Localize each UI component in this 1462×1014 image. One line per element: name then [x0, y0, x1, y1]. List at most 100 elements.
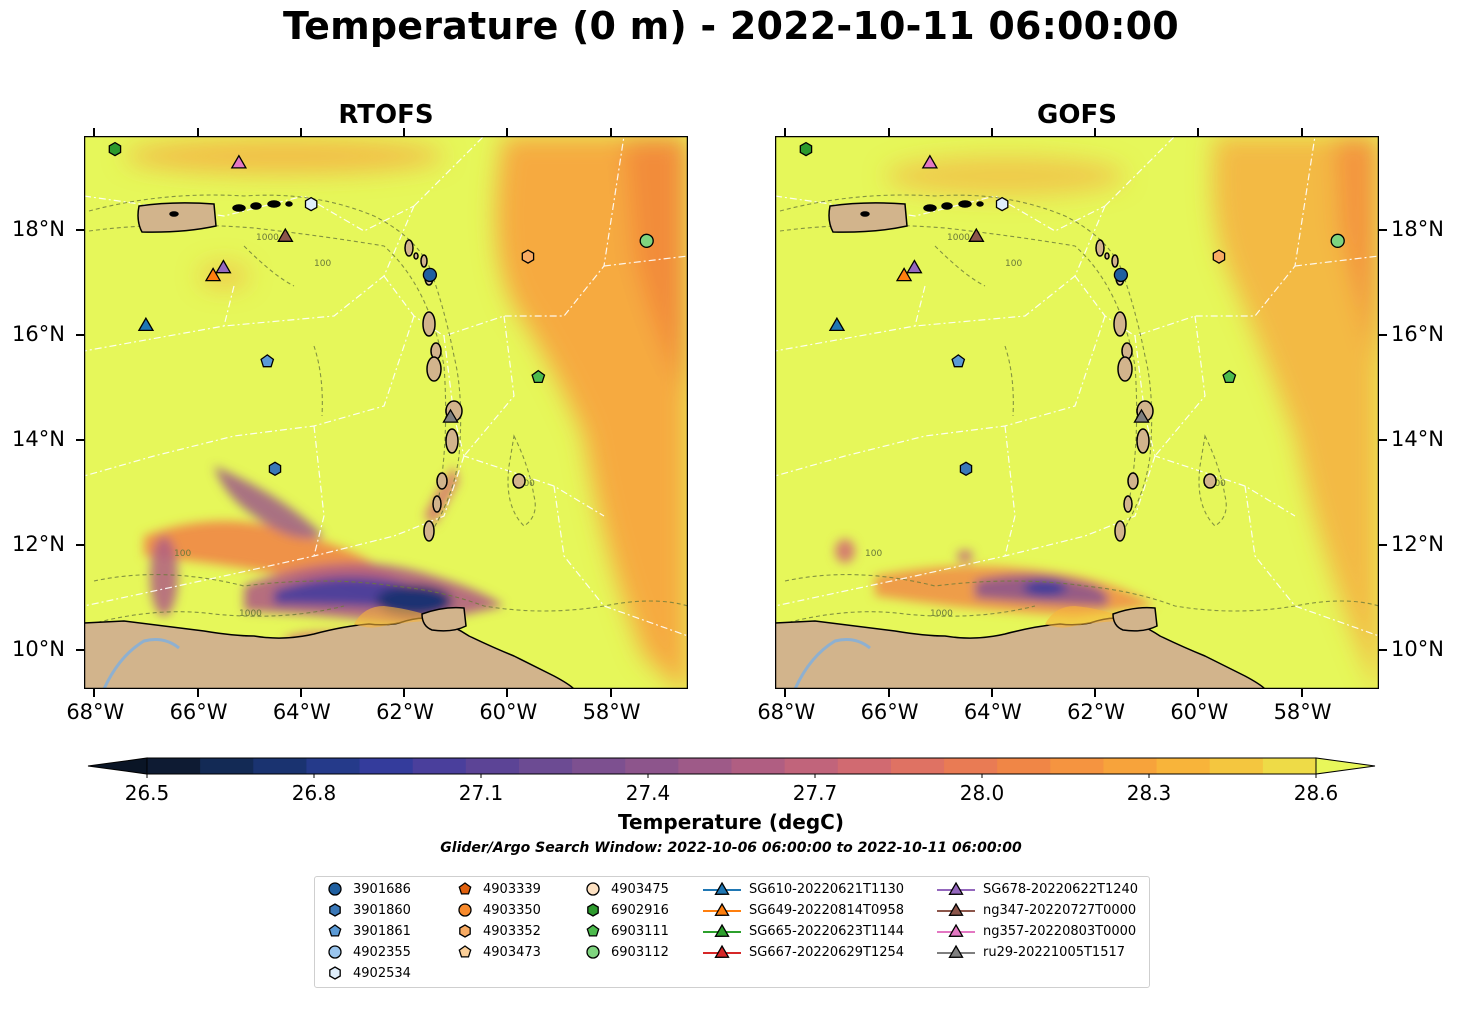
panel-title-rtofs: RTOFS: [338, 100, 434, 130]
legend-label: SG665-20220623T1144: [749, 923, 905, 939]
platform-marker-4902534: [995, 196, 1009, 212]
legend-marker: [329, 903, 341, 917]
x-tick-label: 62°W: [1067, 700, 1126, 724]
contour-label: 100: [1005, 259, 1022, 269]
eez-boundaries: [84, 136, 688, 637]
x-tick-mark: [93, 689, 96, 697]
legend-label: 4903473: [483, 944, 541, 960]
y-tick-label: 10°N: [1391, 636, 1444, 661]
legend-marker: [458, 882, 472, 895]
legend-marker: [458, 945, 472, 958]
colorbar-tick-label: 27.7: [793, 781, 838, 802]
warm-water-region: [124, 136, 688, 689]
legend-marker-shape: [948, 881, 964, 895]
legend-label: 4903350: [483, 902, 541, 918]
contour-label: 100: [314, 259, 331, 269]
legend-item: ng357-20220803T0000: [937, 923, 1136, 939]
legend-marker-shape: [714, 923, 730, 937]
x-tick-mark: [1094, 689, 1097, 697]
platform-marker-3901860: [959, 461, 973, 477]
map-canvas: 100010001000100100: [84, 136, 688, 689]
platform-marker-4903352: [1212, 249, 1226, 264]
legend-marker: [703, 902, 741, 916]
legend-label: 3901686: [353, 881, 411, 897]
platform-marker-6902916: [799, 141, 813, 157]
y-tick-mark: [76, 334, 84, 337]
contour-label: 1000: [256, 233, 279, 243]
x-tick-label: 60°W: [1170, 700, 1229, 724]
contour-label: 100: [174, 549, 191, 559]
x-tick-label: 66°W: [169, 700, 228, 724]
x-tick-mark: [784, 128, 787, 136]
x-tick-mark: [609, 128, 612, 136]
eez-boundaries: [775, 136, 1379, 637]
legend-item: ru29-20221005T1517: [937, 944, 1125, 960]
platform-marker-3901861: [260, 354, 275, 368]
platform-marker-4903352: [521, 249, 535, 264]
legend-label: 4902534: [353, 965, 411, 981]
y-tick-label: 16°N: [1391, 322, 1444, 347]
legend-marker: [459, 924, 471, 938]
legend-item: SG667-20220629T1254: [703, 944, 904, 960]
legend-label: SG649-20220814T0958: [749, 902, 905, 918]
colorbar-swatch: [944, 758, 998, 774]
legend-item: SG678-20220622T1240: [937, 881, 1138, 897]
colorbar-tick-label: 26.5: [125, 781, 170, 802]
y-tick-mark: [1379, 543, 1387, 546]
x-tick-mark: [1300, 128, 1303, 136]
x-tick-mark: [609, 689, 612, 697]
legend-marker-shape: [586, 945, 600, 959]
map-gofs: 100010001000100100: [775, 136, 1379, 689]
legend-marker: [329, 966, 341, 980]
x-tick-mark: [1197, 689, 1200, 697]
legend-item: 4902355: [325, 944, 411, 960]
legend-item: 3901861: [325, 923, 411, 939]
y-tick-label: 18°N: [1391, 217, 1444, 242]
map-canvas: 100010001000100100: [775, 136, 1379, 689]
x-tick-label: 58°W: [1273, 700, 1332, 724]
x-tick-mark: [506, 689, 509, 697]
y-tick-mark: [76, 543, 84, 546]
search-window-label: Glider/Argo Search Window: 2022-10-06 06…: [440, 840, 1022, 856]
legend-marker: [703, 923, 741, 937]
colorbar-swatch: [1156, 758, 1211, 774]
legend-label: ng347-20220727T0000: [983, 902, 1137, 918]
legend-marker-shape: [328, 882, 342, 896]
legend-marker: [703, 944, 741, 958]
legend-marker: [586, 924, 600, 937]
legend-marker-shape: [714, 881, 730, 895]
legend-item: 4903352: [455, 923, 541, 939]
platform-marker-3901686: [1113, 267, 1129, 283]
legend-marker: [703, 881, 741, 895]
x-tick-label: 68°W: [757, 700, 816, 724]
legend-item: SG649-20220814T0958: [703, 902, 904, 918]
legend-marker-shape: [586, 924, 600, 937]
y-tick-mark: [1379, 334, 1387, 337]
platform-marker-SG610-20220621T1130: [137, 316, 155, 332]
legend: 3901686 3901860 3901861 4902355 4902534 49033…: [314, 876, 1150, 988]
platform-marker-6902916: [108, 141, 122, 157]
platform-marker-6903111: [531, 369, 546, 384]
legend-item: 6903112: [583, 944, 669, 960]
legend-item: 4903339: [455, 881, 541, 897]
platform-marker-3901686: [422, 267, 438, 283]
colorbar-swatch: [1209, 758, 1264, 774]
platform-marker-ng357-20220803T0000: [921, 154, 939, 169]
colorbar-tick-label: 27.1: [459, 781, 504, 802]
legend-marker: [328, 945, 342, 959]
colorbar: 26.5 26.8 27.1 27.4 27.7 28.0 28.3 28.6: [87, 757, 1376, 802]
legend-marker: [937, 944, 975, 958]
legend-marker-shape: [586, 882, 600, 896]
legend-marker-shape: [459, 924, 471, 938]
x-tick-label: 66°W: [860, 700, 919, 724]
x-tick-mark: [506, 128, 509, 136]
map-rtofs: 100010001000100100: [84, 136, 688, 689]
platform-marker-SG649-20220814T0958: [895, 267, 913, 282]
x-tick-mark: [1300, 689, 1303, 697]
x-tick-mark: [299, 128, 302, 136]
contour-label: 1000: [930, 609, 953, 619]
platform-marker-6903112: [639, 233, 654, 248]
legend-marker-shape: [458, 903, 472, 917]
colorbar-tick-label: 27.4: [626, 781, 671, 802]
colorbar-swatch: [147, 758, 201, 774]
